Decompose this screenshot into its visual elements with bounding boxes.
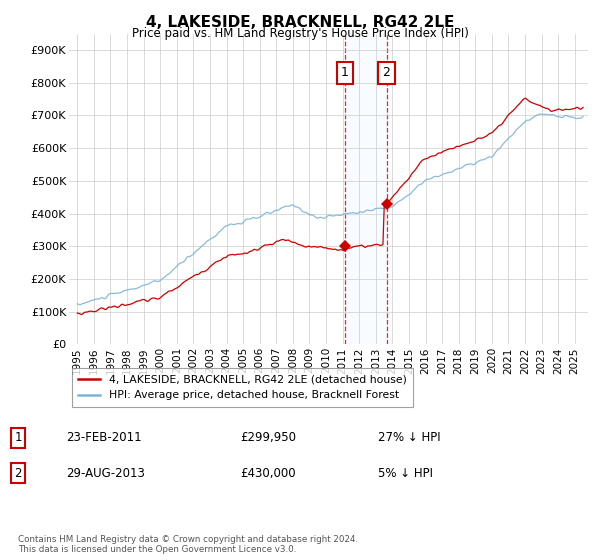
Text: Contains HM Land Registry data © Crown copyright and database right 2024.
This d: Contains HM Land Registry data © Crown c…: [18, 535, 358, 554]
Text: 2: 2: [383, 66, 391, 80]
Text: £430,000: £430,000: [240, 466, 296, 480]
Text: 1: 1: [341, 66, 349, 80]
Bar: [345, 34, 386, 344]
Text: 4, LAKESIDE, BRACKNELL, RG42 2LE: 4, LAKESIDE, BRACKNELL, RG42 2LE: [146, 15, 454, 30]
Text: 5% ↓ HPI: 5% ↓ HPI: [378, 466, 433, 480]
Text: 29-AUG-2013: 29-AUG-2013: [66, 466, 145, 480]
Text: Price paid vs. HM Land Registry's House Price Index (HPI): Price paid vs. HM Land Registry's House …: [131, 27, 469, 40]
Legend: 4, LAKESIDE, BRACKNELL, RG42 2LE (detached house), HPI: Average price, detached : 4, LAKESIDE, BRACKNELL, RG42 2LE (detach…: [72, 368, 413, 407]
Text: 1: 1: [14, 431, 22, 445]
Text: 27% ↓ HPI: 27% ↓ HPI: [378, 431, 440, 445]
Text: £299,950: £299,950: [240, 431, 296, 445]
Text: 23-FEB-2011: 23-FEB-2011: [66, 431, 142, 445]
Text: 2: 2: [14, 466, 22, 480]
